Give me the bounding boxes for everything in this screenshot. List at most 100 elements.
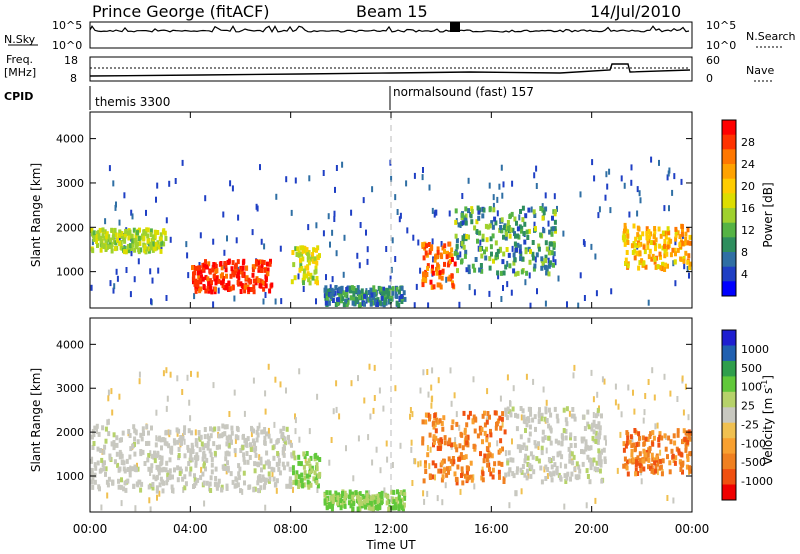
heatmap-cell (587, 445, 591, 451)
heatmap-cell (309, 455, 313, 461)
heatmap-cell (473, 267, 477, 273)
heatmap-cell (636, 243, 639, 249)
heatmap-cell (340, 285, 344, 291)
heatmap-cell (395, 300, 399, 306)
heatmap-cell (506, 374, 509, 381)
heatmap-cell (460, 454, 464, 460)
heatmap-cell (390, 175, 393, 182)
heatmap-cell (501, 192, 504, 199)
heatmap-cell (339, 288, 343, 294)
heatmap-cell (553, 462, 557, 468)
heatmap-cell (552, 242, 556, 248)
heatmap-cell (219, 273, 223, 279)
heatmap-cell (241, 488, 244, 495)
heatmap-cell (257, 278, 261, 283)
heatmap-cell (410, 439, 413, 446)
heatmap-cell (263, 435, 267, 441)
heatmap-cell (268, 476, 272, 482)
heatmap-cell (270, 466, 274, 472)
heatmap-cell (441, 499, 444, 506)
heatmap-cell (653, 226, 657, 231)
heatmap-cell (654, 264, 658, 270)
heatmap-cell (623, 222, 627, 228)
heatmap-cell (684, 383, 687, 390)
heatmap-cell (541, 215, 545, 221)
heatmap-cell (140, 481, 144, 487)
heatmap-cell (350, 491, 354, 497)
heatmap-cell (149, 268, 152, 275)
heatmap-cell (303, 470, 307, 476)
heatmap-cell (235, 477, 239, 483)
heatmap-cell (283, 445, 286, 451)
heatmap-cell (458, 424, 461, 431)
heatmap-cell (137, 236, 141, 241)
heatmap-cell (466, 434, 470, 440)
heatmap-cell (525, 475, 529, 481)
heatmap-cell (424, 469, 428, 474)
heatmap-cell (273, 421, 276, 428)
beam-label: Beam 15 (356, 2, 428, 21)
heatmap-cell (518, 444, 522, 450)
heatmap-cell (594, 439, 598, 444)
heatmap-cell (244, 437, 248, 443)
heatmap-cell (268, 288, 272, 294)
heatmap-cell (146, 233, 150, 239)
heatmap-cell (93, 472, 97, 478)
heatmap-cell (645, 226, 649, 232)
heatmap-cell (363, 301, 366, 307)
heatmap-cell (496, 440, 499, 447)
heatmap-cell (531, 417, 535, 423)
heatmap-cell (152, 241, 156, 247)
heatmap-cell (597, 421, 601, 427)
heatmap-cell (488, 256, 492, 262)
heatmap-cell (400, 505, 404, 511)
heatmap-cell (136, 462, 138, 469)
heatmap-cell (421, 419, 425, 425)
heatmap-cell (369, 496, 373, 501)
heatmap-cell (264, 292, 267, 298)
heatmap-cell (552, 262, 555, 268)
heatmap-cell (156, 230, 160, 235)
heatmap-cell (394, 256, 397, 262)
heatmap-cell (598, 468, 602, 474)
heatmap-cell (565, 475, 569, 481)
heatmap-cell (365, 229, 367, 236)
heatmap-cell (215, 444, 219, 450)
heatmap-cell (659, 449, 662, 456)
heatmap-cell (151, 485, 155, 491)
heatmap-cell (438, 274, 442, 280)
heatmap-cell (510, 211, 514, 217)
heatmap-cell (236, 435, 240, 441)
heatmap-cell (356, 285, 360, 291)
heatmap-cell (435, 270, 439, 276)
heatmap-cell (450, 257, 454, 262)
heatmap-cell (351, 506, 355, 512)
heatmap-cell (484, 223, 488, 229)
heatmap-cell (277, 466, 281, 472)
heatmap-cell (625, 465, 629, 471)
heatmap-cell (501, 411, 505, 417)
heatmap-cell (558, 475, 562, 481)
heatmap-cell (646, 244, 650, 250)
heatmap-cell (539, 465, 543, 471)
heatmap-cell (336, 500, 340, 506)
heatmap-cell (183, 425, 187, 431)
heatmap-cell (122, 460, 126, 466)
heatmap-cell (506, 281, 509, 288)
heatmap-cell (496, 248, 500, 254)
heatmap-cell (310, 465, 314, 471)
heatmap-cell (403, 495, 407, 501)
heatmap-cell (660, 471, 664, 477)
heatmap-cell (540, 256, 544, 262)
heatmap-cell (492, 207, 496, 213)
heatmap-cell (348, 489, 352, 495)
heatmap-cell (682, 255, 686, 261)
heatmap-cell (285, 387, 287, 394)
heatmap-cell (540, 412, 544, 418)
heatmap-cell (294, 246, 298, 252)
heatmap-cell (663, 253, 667, 259)
heatmap-cell (380, 500, 383, 506)
heatmap-cell (175, 427, 179, 433)
heatmap-cell (262, 429, 266, 435)
freq-tick-bottom: 8 (70, 72, 77, 85)
